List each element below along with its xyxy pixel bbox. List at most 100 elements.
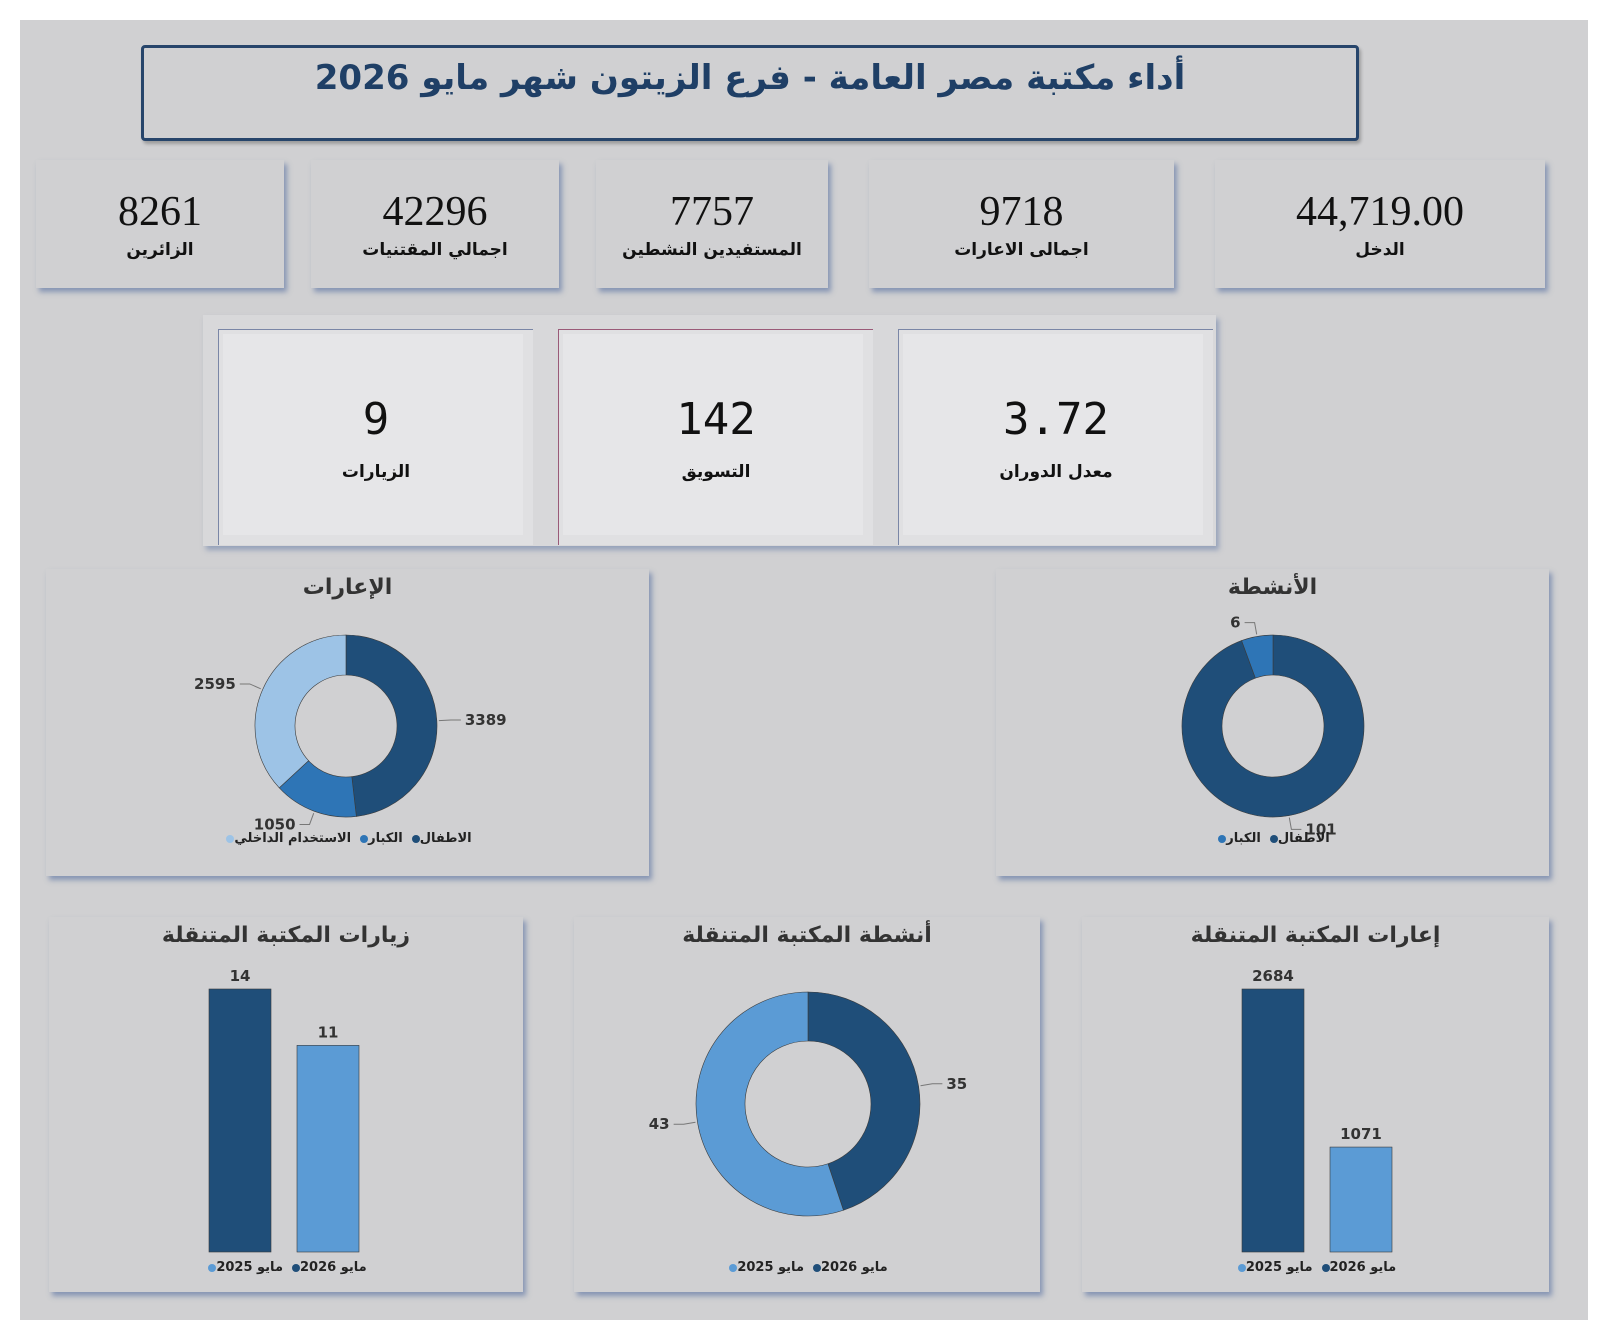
metric-value: 3.72 <box>1003 394 1109 445</box>
kpi-label: اجمالي المقتنيات <box>362 240 508 260</box>
leader-line-0 <box>920 1083 943 1087</box>
chart-mobile-visits: 14 11 زيارات المكتبة المتنقلة مايو 2026 ما… <box>49 917 523 1292</box>
chart-title: الأنشطة <box>1227 575 1318 600</box>
data-label-0: 101 <box>1305 820 1336 838</box>
chart-legend: الاطفال الكبار الاستخدام الداخلي <box>46 831 649 846</box>
kpi-value: 9718 <box>979 189 1064 235</box>
chart-title: زيارات المكتبة المتنقلة <box>161 923 411 948</box>
metric-card-turnover: 3.72 معدل الدوران <box>898 329 1213 545</box>
leader-line-1 <box>673 1121 696 1125</box>
legend-label: الكبار <box>1226 831 1261 846</box>
legend-swatch <box>1269 834 1278 843</box>
legend-swatch <box>1237 1263 1246 1272</box>
legend-item: الاطفال <box>409 831 472 846</box>
data-label-1: 1050 <box>254 815 296 833</box>
leader-line-0 <box>1288 817 1302 830</box>
legend-swatch <box>208 1263 217 1272</box>
legend-swatch <box>1321 1263 1330 1272</box>
legend-swatch <box>292 1263 300 1272</box>
kpi-card-holdings: 42296 اجمالي المقتنيات <box>311 160 559 288</box>
legend-item: مايو 2025 <box>205 1260 283 1275</box>
legend-label: الكبار <box>368 831 403 846</box>
data-label-0: 3389 <box>465 711 507 729</box>
kpi-card-visitors: 8261 الزائرين <box>36 160 284 288</box>
kpi-value: 7757 <box>670 189 754 235</box>
metric-label: التسويق <box>681 462 751 482</box>
legend-swatch <box>1218 834 1227 843</box>
metric-value: 142 <box>676 394 756 445</box>
legend-item: مايو 2026 <box>810 1260 888 1275</box>
title-box: أداء مكتبة مصر العامة - فرع الزيتون شهر … <box>141 45 1359 141</box>
legend-item: مايو 2026 <box>1319 1260 1397 1275</box>
legend-swatch <box>729 1263 738 1272</box>
legend-swatch <box>813 1263 821 1272</box>
legend-swatch <box>226 834 235 843</box>
kpi-label: الدخل <box>1355 240 1405 260</box>
leader-line-0 <box>438 719 461 722</box>
leader-line-2 <box>239 683 261 690</box>
slice-2 <box>254 634 347 789</box>
donut-plot: 101 6 <box>1181 614 1365 838</box>
legend-label: مايو 2025 <box>1245 1260 1313 1275</box>
chart-mobile-activities: 35 43 أنشطة المكتبة المتنقلة مايو 2026ماي… <box>574 917 1040 1292</box>
slice-0 <box>345 634 438 817</box>
bar-1 <box>1329 1146 1393 1253</box>
legend-label: مايو 2025 <box>216 1260 283 1275</box>
chart-loans: 3389 1050 2595 الإعارات الاطفال الكبار الاست… <box>46 569 649 876</box>
legend-item: مايو 2025 <box>726 1260 804 1275</box>
kpi-label: المستفيدين النشطين <box>622 240 802 260</box>
slice-1 <box>1241 634 1274 679</box>
bar-value-label-1: 1071 <box>1340 1125 1382 1143</box>
chart-activities: 101 6 الأنشطة الاطفال الكبار <box>996 569 1549 876</box>
chart-legend: مايو 2026 مايو 2025 <box>1082 1260 1549 1275</box>
data-label-0: 35 <box>946 1075 967 1093</box>
kpi-card-active-members: 7757 المستفيدين النشطين <box>596 160 828 288</box>
legend-item: الكبار <box>357 831 403 846</box>
bar-value-label-1: 11 <box>318 1023 339 1041</box>
kpi-label: اجمالى الاعارات <box>954 240 1089 260</box>
legend-label: الاطفال <box>419 831 472 846</box>
legend-label: مايو 2026 <box>821 1260 888 1275</box>
chart-title: أنشطة المكتبة المتنقلة <box>682 923 932 948</box>
legend-swatch <box>360 834 369 843</box>
bar-0 <box>1241 988 1305 1253</box>
chart-title: إعارات المكتبة المتنقلة <box>1190 923 1441 948</box>
bar-1 <box>296 1045 360 1253</box>
data-label-1: 43 <box>649 1115 670 1133</box>
page-title: أداء مكتبة مصر العامة - فرع الزيتون شهر … <box>314 58 1186 98</box>
legend-item: الاطفال <box>1267 831 1330 846</box>
kpi-card-loans: 9718 اجمالى الاعارات <box>869 160 1174 288</box>
legend-label: الاستخدام الداخلي <box>234 831 352 846</box>
bar-value-label-0: 2684 <box>1252 967 1294 985</box>
metric-value: 9 <box>362 394 390 445</box>
slice-0 <box>807 991 921 1211</box>
kpi-value: 8261 <box>118 189 202 235</box>
metric-card-visits: 9 الزيارات <box>218 329 533 545</box>
kpi-value: 42296 <box>382 189 488 235</box>
chart-title: الإعارات <box>302 575 393 600</box>
kpi-label: الزائرين <box>126 240 194 260</box>
bar-plot: 14 11 <box>208 967 360 1253</box>
legend-label: مايو 2026 <box>1329 1260 1397 1275</box>
legend-item: الاستخدام الداخلي <box>223 831 351 846</box>
legend-label: مايو 2025 <box>737 1260 804 1275</box>
legend-label: مايو 2026 <box>300 1260 367 1275</box>
legend-item: مايو 2025 <box>1235 1260 1313 1275</box>
leader-line-1 <box>1244 622 1258 635</box>
data-label-2: 2595 <box>194 675 236 693</box>
chart-legend: الاطفال الكبار <box>996 831 1549 846</box>
chart-legend: مايو 2026 مايو 2025 <box>574 1260 1040 1275</box>
metric-label: الزيارات <box>341 462 411 482</box>
donut-plot: 3389 1050 2595 <box>194 634 507 833</box>
bar-0 <box>208 988 272 1253</box>
leader-line-1 <box>299 813 315 825</box>
metric-label: معدل الدوران <box>999 462 1113 482</box>
metric-card-marketing: 142 التسويق <box>558 329 873 545</box>
chart-mobile-loans: 2684 1071 إعارات المكتبة المتنقلة مايو 20… <box>1082 917 1549 1292</box>
donut-plot: 35 43 <box>649 991 967 1217</box>
kpi-value: 44,719.00 <box>1296 189 1464 235</box>
legend-item: مايو 2026 <box>289 1260 367 1275</box>
bar-plot: 2684 1071 <box>1241 967 1393 1253</box>
legend-label: الاطفال <box>1277 831 1330 846</box>
slice-1 <box>695 991 844 1217</box>
